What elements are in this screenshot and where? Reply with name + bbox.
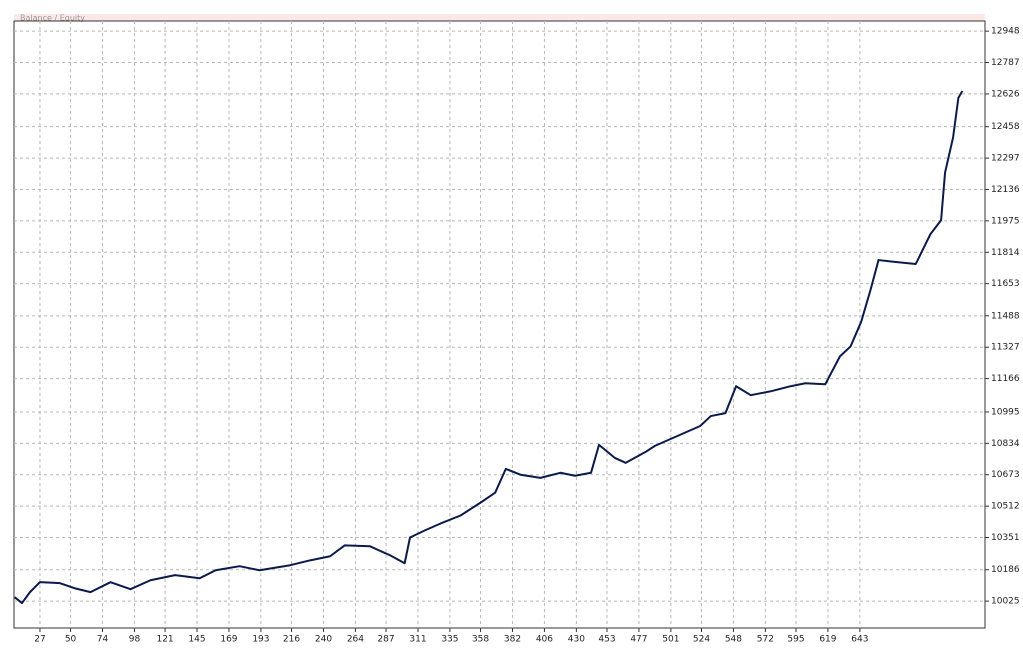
x-tick-label: 145 [188, 635, 205, 645]
balance-line [14, 90, 964, 605]
x-tick-label: 216 [283, 635, 300, 645]
x-tick-label: 121 [156, 635, 173, 645]
x-tick-label: 430 [568, 635, 585, 645]
y-tick-label: 12626 [991, 89, 1020, 99]
y-tick-label: 10025 [991, 597, 1020, 607]
x-tick-label: 595 [787, 635, 804, 645]
y-tick-label: 10834 [991, 439, 1020, 449]
y-tick-label: 10351 [991, 533, 1020, 543]
y-tick-label: 12787 [991, 58, 1020, 68]
x-tick-label: 335 [441, 635, 458, 645]
x-tick-label: 287 [377, 635, 394, 645]
y-tick-label: 11166 [991, 374, 1020, 384]
y-tick-label: 12948 [991, 27, 1020, 37]
y-tick-label: 10995 [991, 407, 1020, 417]
x-tick-label: 311 [409, 635, 426, 645]
y-tick-label: 10512 [991, 502, 1020, 512]
x-tick-label: 264 [347, 635, 364, 645]
x-tick-label: 50 [65, 635, 77, 645]
y-tick-label: 10673 [991, 470, 1020, 480]
x-tick-label: 453 [598, 635, 615, 645]
header-strip [14, 14, 985, 21]
x-tick-label: 358 [472, 635, 489, 645]
x-tick-label: 98 [129, 635, 141, 645]
x-tick-label: 501 [662, 635, 679, 645]
x-tick-label: 524 [693, 635, 710, 645]
y-tick-label: 12458 [991, 122, 1020, 132]
x-tick-label: 619 [819, 635, 836, 645]
x-tick-label: 406 [536, 635, 553, 645]
x-tick-label: 27 [34, 635, 45, 645]
x-tick-label: 169 [220, 635, 237, 645]
y-tick-label: 11814 [991, 248, 1020, 258]
y-tick-label: 12136 [991, 185, 1020, 195]
y-tick-label: 11975 [991, 216, 1020, 226]
x-tick-label: 382 [504, 635, 521, 645]
plot-frame [13, 20, 986, 629]
x-tick-label: 643 [851, 635, 868, 645]
y-tick-label: 10186 [991, 565, 1020, 575]
x-tick-label: 74 [97, 635, 109, 645]
y-tick-label: 11488 [991, 311, 1020, 321]
y-tick-label: 11327 [991, 343, 1020, 353]
x-tick-label: 240 [315, 635, 332, 645]
x-tick-label: 548 [725, 635, 742, 645]
x-tick-label: 477 [630, 635, 647, 645]
chart-title: Balance / Equity [20, 14, 85, 23]
y-tick-label: 12297 [991, 154, 1020, 164]
x-tick-label: 193 [252, 635, 269, 645]
x-tick-label: 572 [757, 635, 774, 645]
y-tick-label: 11653 [991, 279, 1020, 289]
